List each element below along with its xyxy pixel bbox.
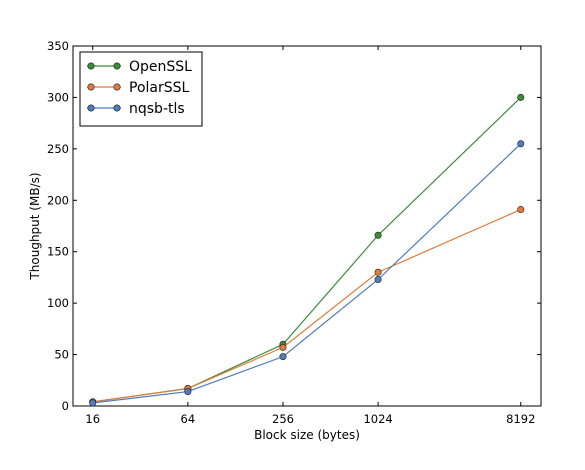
y-tick-label: 100 (47, 296, 69, 310)
x-tick-label: 8192 (506, 412, 535, 426)
y-axis: 0 50 100 150 200 250 300 350 (47, 39, 541, 413)
data-point-nqsb-tls (279, 353, 287, 361)
legend-label: PolarSSL (129, 80, 190, 96)
y-tick-label: 200 (47, 193, 69, 207)
legend-marker (113, 104, 121, 112)
x-tick-label: 256 (272, 412, 294, 426)
data-point-openssl (374, 231, 382, 239)
legend-marker (113, 62, 121, 70)
legend-label: OpenSSL (129, 59, 192, 75)
data-point-polarssl (374, 268, 382, 276)
x-axis-title: Block size (bytes) (254, 428, 360, 442)
data-point-polarssl (517, 206, 525, 214)
legend-marker (87, 104, 95, 112)
y-tick-label: 150 (47, 245, 69, 259)
legend-label: nqsb-tls (129, 101, 185, 117)
data-point-nqsb-tls (89, 399, 97, 407)
y-tick-label: 0 (62, 399, 69, 413)
legend-marker (87, 83, 95, 91)
y-tick-label: 350 (47, 39, 69, 53)
legend-items: OpenSSL PolarSSL nqsb-tls (87, 59, 192, 117)
data-point-polarssl (279, 343, 287, 351)
x-tick-label: 1024 (363, 412, 392, 426)
x-tick-label: 16 (85, 412, 100, 426)
legend: OpenSSL PolarSSL nqsb-tls (79, 51, 203, 127)
data-point-nqsb-tls (517, 140, 525, 148)
x-tick-label: 64 (181, 412, 196, 426)
legend-box (79, 51, 203, 127)
series-layer (89, 93, 525, 407)
y-tick-label: 250 (47, 142, 69, 156)
y-axis-title: Thoughput (MB/s) (28, 172, 42, 280)
legend-marker (87, 62, 95, 70)
data-point-nqsb-tls (184, 388, 192, 396)
data-point-openssl (517, 93, 525, 101)
y-tick-label: 300 (47, 90, 69, 104)
legend-marker (113, 83, 121, 91)
x-axis: 16 64 256 1024 8192 (85, 46, 535, 426)
data-point-nqsb-tls (374, 275, 382, 283)
y-tick-label: 50 (54, 348, 69, 362)
